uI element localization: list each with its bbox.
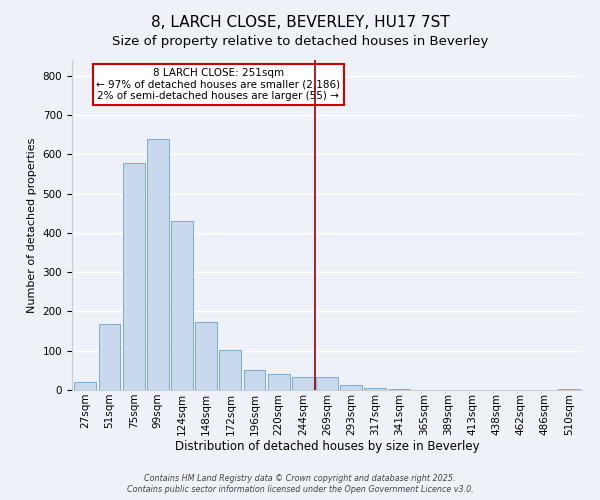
Bar: [74, 382, 96, 390]
X-axis label: Distribution of detached houses by size in Beverley: Distribution of detached houses by size …: [175, 440, 479, 454]
Text: 8 LARCH CLOSE: 251sqm
← 97% of detached houses are smaller (2,186)
2% of semi-de: 8 LARCH CLOSE: 251sqm ← 97% of detached …: [96, 68, 340, 101]
Text: 8, LARCH CLOSE, BEVERLEY, HU17 7ST: 8, LARCH CLOSE, BEVERLEY, HU17 7ST: [151, 15, 449, 30]
Bar: [220, 350, 241, 390]
Bar: [364, 388, 386, 390]
Bar: [316, 378, 338, 390]
Bar: [244, 370, 265, 390]
Bar: [292, 377, 314, 390]
Y-axis label: Number of detached properties: Number of detached properties: [27, 138, 37, 312]
Bar: [340, 386, 362, 390]
Bar: [98, 324, 121, 390]
Text: Contains HM Land Registry data © Crown copyright and database right 2025.
Contai: Contains HM Land Registry data © Crown c…: [127, 474, 473, 494]
Bar: [389, 389, 410, 390]
Bar: [123, 163, 145, 390]
Bar: [195, 322, 217, 390]
Bar: [147, 140, 169, 390]
Bar: [171, 221, 193, 390]
Bar: [268, 374, 290, 390]
Bar: [558, 389, 580, 390]
Text: Size of property relative to detached houses in Beverley: Size of property relative to detached ho…: [112, 35, 488, 48]
